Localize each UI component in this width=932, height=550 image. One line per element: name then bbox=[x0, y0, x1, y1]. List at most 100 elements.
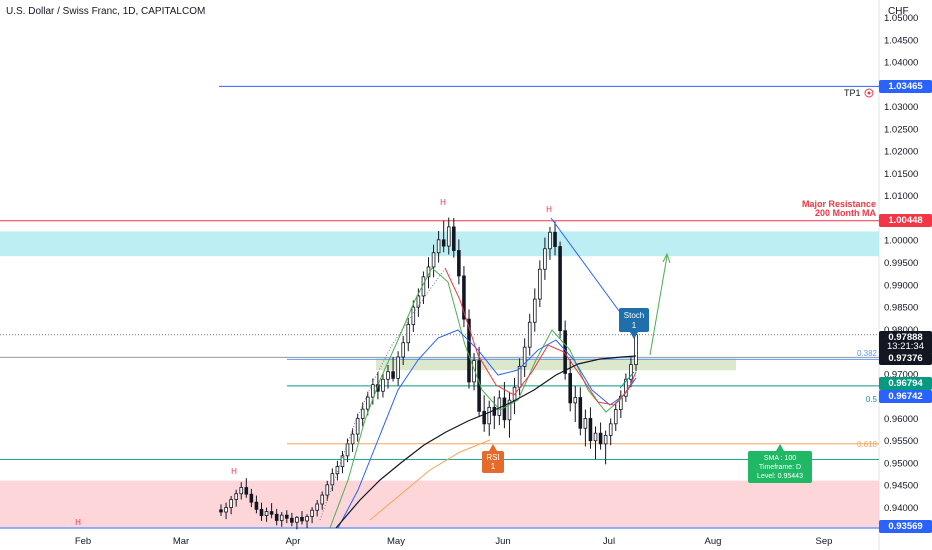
sma-100-line bbox=[335, 355, 637, 529]
candle-body bbox=[254, 501, 259, 510]
fib-05-label: 0.5 bbox=[866, 395, 878, 404]
fib-382-label: 0.382 bbox=[857, 349, 878, 358]
candle-body bbox=[219, 509, 223, 513]
chart-title: U.S. Dollar / Swiss Franc, 1D, CAPITALCO… bbox=[6, 6, 206, 17]
candle-body bbox=[401, 342, 405, 358]
target-icon-center bbox=[867, 91, 871, 95]
candle-body bbox=[300, 516, 304, 522]
candle-body bbox=[371, 384, 375, 398]
candle-body bbox=[330, 473, 335, 486]
candle-body bbox=[396, 356, 400, 379]
candle-body bbox=[553, 231, 557, 247]
y-tick-label: 1.01000 bbox=[884, 191, 918, 202]
x-tick-label: Sep bbox=[816, 536, 833, 547]
candle-body bbox=[340, 455, 345, 467]
y-tick-label: 1.05000 bbox=[884, 13, 918, 24]
y-tick-label: 0.97000 bbox=[884, 369, 918, 380]
x-tick-label: May bbox=[387, 536, 405, 547]
candle-body bbox=[507, 399, 512, 421]
candle-body bbox=[462, 275, 466, 320]
candle-body bbox=[229, 499, 233, 508]
candle-countdown: 13:21:34 bbox=[879, 340, 932, 353]
support-zone bbox=[0, 480, 879, 528]
ma-200-label: 200 Month MA bbox=[815, 208, 877, 218]
y-tick-label: 0.98000 bbox=[884, 325, 918, 336]
major-resistance-label: Major Resistance bbox=[802, 199, 876, 209]
candle-body bbox=[249, 493, 254, 503]
candle-body bbox=[619, 395, 623, 410]
x-tick-label: Jul bbox=[603, 536, 615, 547]
candle-body bbox=[285, 514, 289, 519]
candle-body bbox=[386, 371, 390, 380]
stoch-callout-pointer bbox=[630, 332, 638, 339]
candle-body bbox=[568, 373, 572, 404]
x-tick-label: Jun bbox=[495, 536, 510, 547]
sma-info-line1: SMA : 100 bbox=[764, 455, 796, 462]
x-tick-label: Mar bbox=[173, 536, 189, 547]
ema-blue-line bbox=[337, 329, 637, 529]
candle-body bbox=[305, 516, 309, 522]
candle-body bbox=[624, 378, 628, 397]
candle-body bbox=[234, 493, 238, 500]
candle-body bbox=[492, 406, 497, 416]
candle-body bbox=[452, 226, 456, 251]
candle-body bbox=[629, 364, 633, 380]
candle-body bbox=[320, 494, 325, 505]
candle-body bbox=[603, 434, 608, 445]
orange-trend-line bbox=[369, 439, 491, 521]
candle-body bbox=[482, 410, 486, 425]
candle-body bbox=[355, 418, 360, 435]
x-tick-label: Feb bbox=[75, 536, 91, 547]
y-tick-label: 0.94000 bbox=[884, 503, 918, 514]
projection-arrow-head bbox=[662, 252, 671, 264]
candle-body bbox=[613, 409, 618, 425]
candle-body bbox=[558, 246, 562, 332]
y-tick-label: 0.95500 bbox=[884, 436, 918, 447]
x-tick-label: Aug bbox=[705, 536, 722, 547]
candle-body bbox=[335, 466, 340, 475]
projection-arrow bbox=[649, 255, 668, 356]
tp1-label: TP1 bbox=[844, 88, 861, 98]
sma-info-pointer bbox=[776, 444, 784, 451]
x-tick-label: Apr bbox=[286, 536, 301, 547]
price-tag-fib-382: 0.97376 bbox=[879, 352, 932, 365]
candle-body bbox=[548, 231, 552, 250]
rsi-count: 1 bbox=[491, 462, 496, 471]
candle-body bbox=[279, 514, 284, 521]
candle-body bbox=[431, 252, 436, 268]
rsi-label: RSI bbox=[486, 453, 499, 462]
stoch-count: 1 bbox=[632, 321, 637, 330]
candle-body bbox=[310, 509, 314, 517]
candle-body bbox=[244, 487, 249, 495]
peak-marker-left: H bbox=[75, 518, 81, 527]
y-tick-label: 0.99000 bbox=[884, 280, 918, 291]
candle-body bbox=[446, 226, 451, 247]
candle-body bbox=[593, 432, 598, 442]
candle-body bbox=[441, 239, 446, 247]
y-tick-label: 1.04000 bbox=[884, 58, 918, 69]
candle-body bbox=[538, 268, 542, 300]
candle-body bbox=[583, 418, 588, 429]
y-tick-label: 1.04500 bbox=[884, 35, 918, 46]
y-tick-label: 1.02500 bbox=[884, 124, 918, 135]
fib-0618-label: 0.618 bbox=[857, 440, 878, 449]
candle-body bbox=[350, 433, 355, 445]
y-tick-label: 0.95000 bbox=[884, 458, 918, 469]
candle-body bbox=[406, 324, 411, 344]
target-icon bbox=[864, 88, 874, 98]
candle-body bbox=[457, 250, 461, 277]
currency-label: CHF bbox=[888, 6, 909, 17]
candle-body bbox=[325, 484, 330, 496]
peak-marker-jun: H bbox=[546, 205, 552, 214]
candle-body bbox=[259, 508, 264, 516]
candle-body bbox=[532, 298, 537, 323]
candle-body bbox=[391, 371, 395, 379]
candle-body bbox=[290, 517, 294, 523]
candle-body bbox=[315, 503, 319, 511]
y-tick-label: 1.03000 bbox=[884, 102, 918, 113]
sma-info-box bbox=[748, 451, 812, 483]
candle-body bbox=[269, 511, 274, 515]
candle-body bbox=[527, 321, 532, 348]
sma-info-line2: Timeframe: D bbox=[759, 464, 801, 471]
